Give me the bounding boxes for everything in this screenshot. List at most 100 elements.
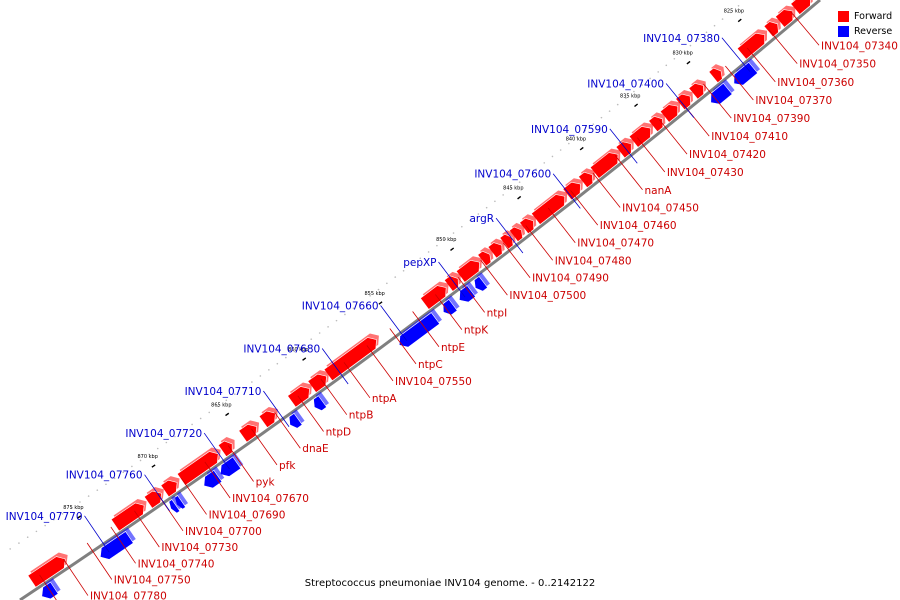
forward-leader [457,277,485,313]
forward-gene-label: INV104_07410 [711,131,788,143]
scale-dot [461,225,463,228]
scale-dot [225,399,228,402]
scale-dot [665,64,668,67]
scale-dot [369,295,371,297]
scale-tick [579,146,584,151]
genome-backbone [19,0,821,600]
scale-dot [543,162,546,164]
scale-dot [53,518,55,521]
reverse-leader [380,305,408,342]
scale-tick-label: 850 kbp [436,237,456,243]
forward-gene-label: dnaE [302,443,328,455]
forward-leader [274,412,301,449]
scale-tick [77,515,82,519]
reverse-gene [99,531,134,560]
scale-dot [469,219,471,222]
scale-tick [634,103,639,108]
forward-gene [455,259,480,283]
scale-dot [26,536,29,539]
scale-dot [174,435,176,438]
scale-dot [61,512,64,515]
forward-gene-label: INV104_07480 [555,255,632,267]
reverse-gene-shade [177,491,189,506]
scale-dot [344,313,346,316]
forward-gene-label: ntpB [349,410,374,422]
forward-gene-label: INV104_07340 [821,40,898,52]
forward-gene-label: pfk [279,460,296,472]
forward-leader [525,225,554,261]
forward-leader [134,510,160,548]
forward-leader [592,172,621,208]
reverse-leader [438,261,466,298]
scale-dot [576,136,578,138]
reverse-leader [609,128,638,164]
forward-gene-label: INV104_07490 [532,273,609,285]
scale-dot [131,465,133,468]
forward-gene [736,32,765,60]
scale-dot [182,429,185,432]
scale-dot [18,542,20,544]
forward-gene-label: ntpC [418,359,443,371]
scale-dot [318,332,321,334]
reverse-leader [263,390,290,427]
forward-gene [659,104,679,123]
reverse-leader [203,432,230,470]
forward-gene [675,93,691,111]
scale-dot [502,194,504,196]
forward-gene [477,250,492,267]
forward-leader [412,311,440,348]
scale-dot [165,441,168,444]
scale-dot [616,103,619,106]
forward-leader [725,65,754,101]
scale-dot [419,257,422,260]
forward-leader [39,574,57,600]
forward-leader [320,378,348,415]
scale-dot [477,213,480,215]
reverse-leader [552,173,581,209]
forward-leader [659,119,688,155]
scale-dot [377,288,380,291]
scale-dot [122,471,125,474]
scale-dot [444,238,447,241]
forward-leader [435,294,463,330]
forward-gene [530,194,566,225]
reverse-gene [459,285,477,303]
forward-gene [110,502,145,532]
reverse-gene [313,395,328,411]
reverse-gene [220,456,242,477]
scale-dot [285,356,287,359]
forward-leader [297,395,324,432]
forward-gene [160,479,178,498]
scale-tick-label: 825 kbp [724,8,744,14]
forward-leader [366,345,394,382]
forward-gene-label: ntpE [441,342,465,354]
scale-dot [518,181,521,183]
scale-dot [625,97,627,99]
reverse-leader [321,348,349,385]
reverse-gene-label: INV104_07380 [643,33,720,45]
forward-gene [688,83,704,100]
forward-gene [628,126,651,148]
forward-leader [480,259,508,296]
scale-dot [44,524,46,527]
forward-gene-label: ntpI [487,307,508,319]
scale-dot [535,168,537,171]
forward-gene-label: INV104_07730 [161,542,238,554]
scale-dot [352,307,355,310]
scale-tick-label: 865 kbp [211,402,231,408]
forward-gene [419,285,447,310]
forward-gene-label: INV104_07690 [209,509,286,521]
scale-dot [251,381,253,383]
forward-gene [27,556,66,588]
forward-gene-label: INV104_07360 [777,77,854,89]
scale-dot [9,548,11,550]
scale-dot [208,411,211,414]
forward-gene [217,440,233,458]
reverse-gene [203,469,223,489]
scale-dot [608,110,611,112]
reverse-gene-label: INV104_07770 [6,511,83,523]
scale-dot [259,375,262,377]
scale-dot [721,18,724,20]
